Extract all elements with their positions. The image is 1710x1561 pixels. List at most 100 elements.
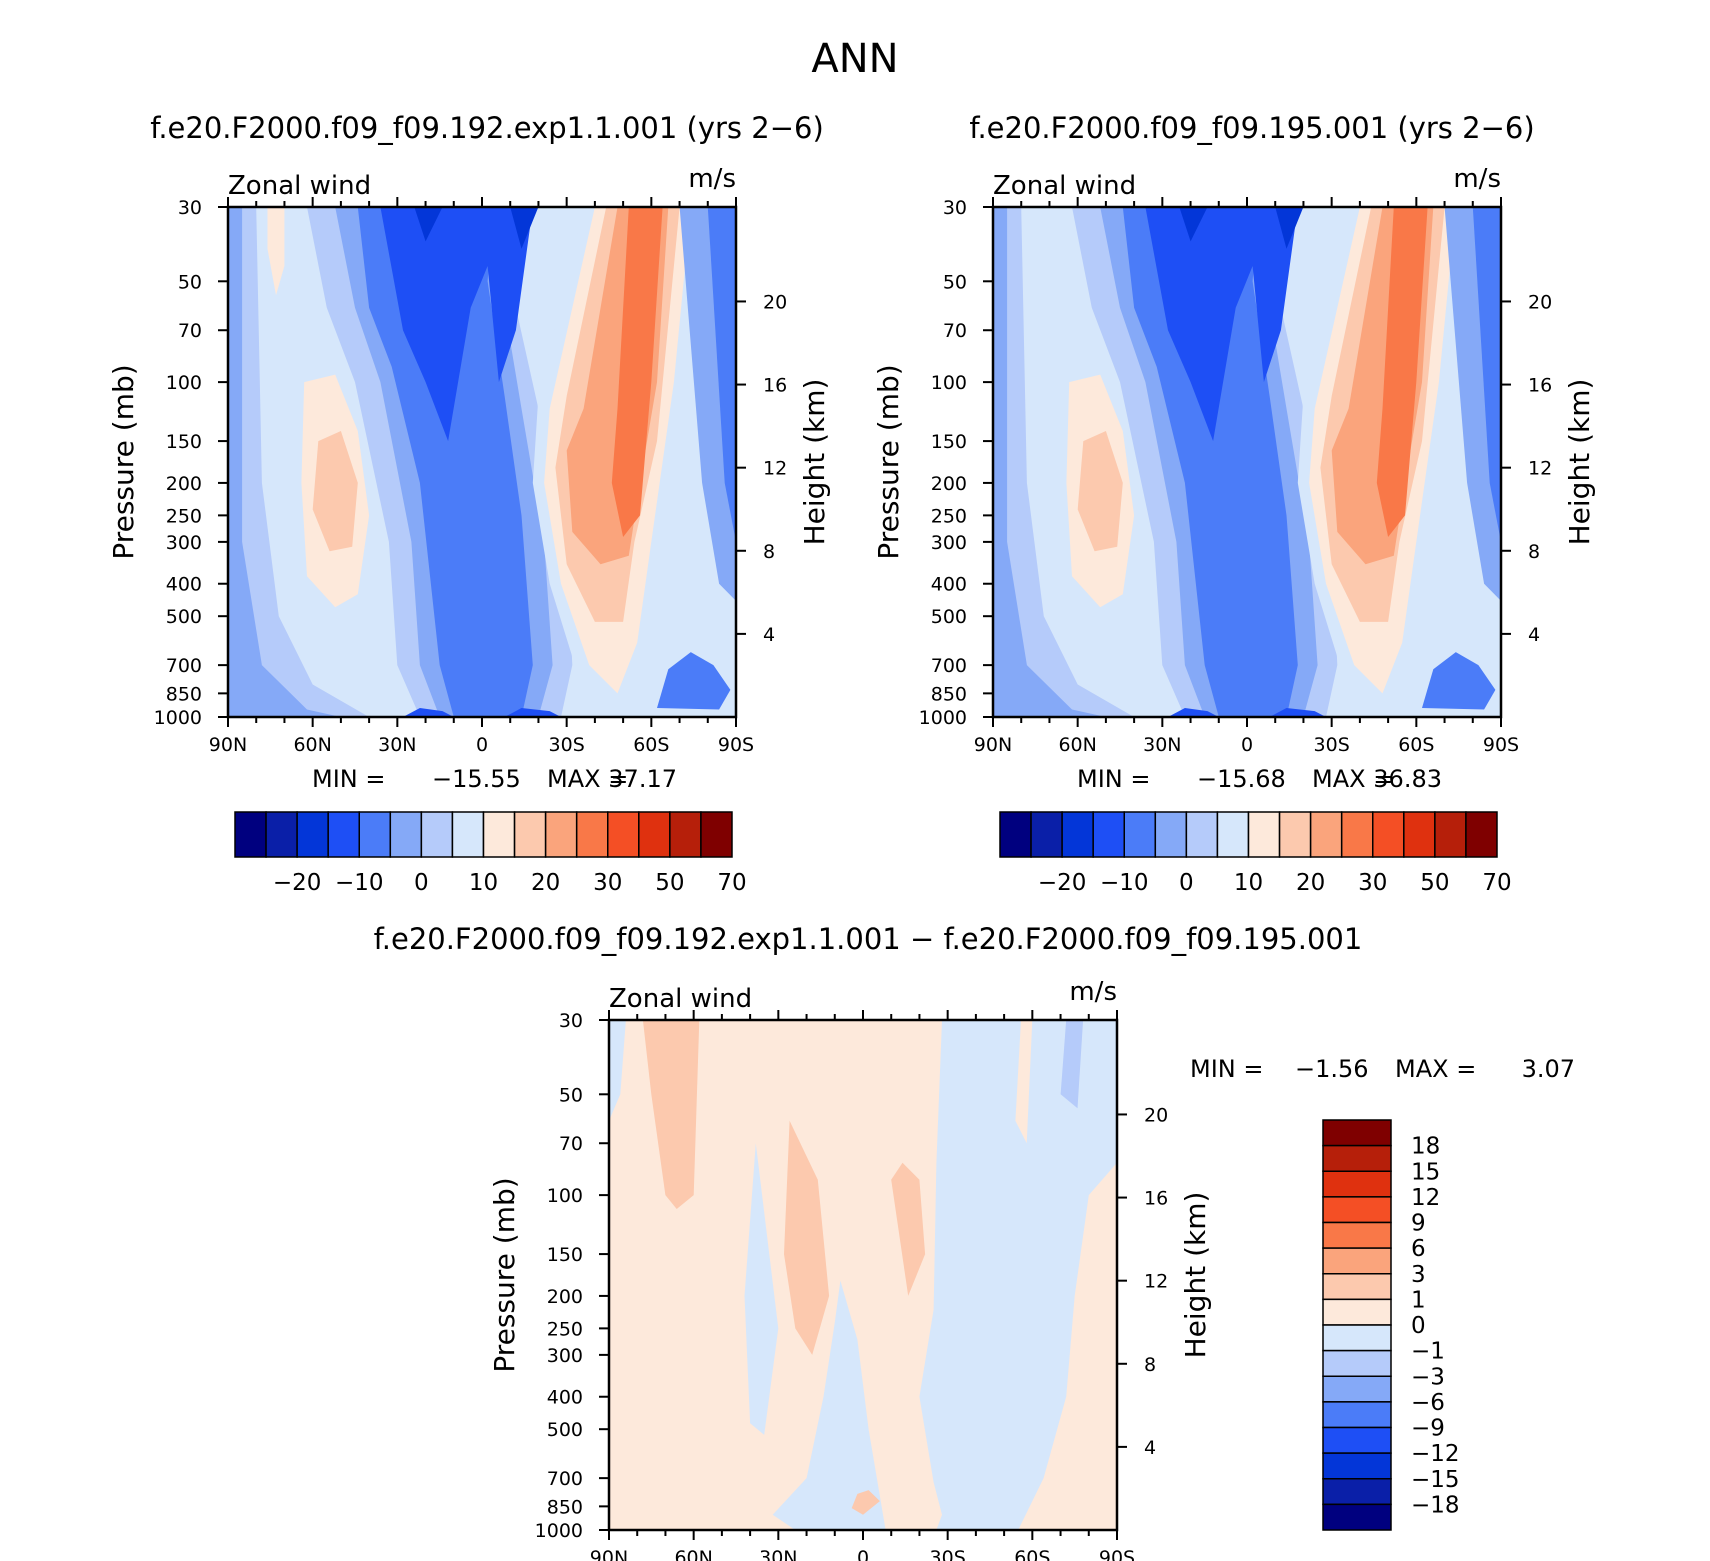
colorbar-cell [1030, 811, 1063, 858]
y2-tick-label: 12 [763, 458, 787, 480]
x-tick-label: 60S [633, 734, 669, 756]
x-tick-label: 0 [857, 1547, 869, 1561]
x-tick-label: 30S [930, 1547, 966, 1561]
colorbar-cell [638, 811, 671, 858]
colorbar-label: 30 [1358, 870, 1387, 896]
x-tick-label: 0 [1241, 734, 1253, 756]
min-value: −1.56 [1295, 1055, 1369, 1083]
colorbar-cell [1322, 1375, 1392, 1403]
colorbar-cell [296, 811, 329, 858]
colorbar-cell [1322, 1478, 1392, 1506]
colorbar-cell [1092, 811, 1125, 858]
units-label: m/s [1069, 977, 1117, 1007]
contour-band-1-3-sfc [851, 1490, 880, 1515]
max-value: 36.83 [1373, 765, 1442, 793]
y-tick-label: 500 [931, 606, 967, 628]
y-tick-label: 70 [178, 320, 202, 342]
colorbar-label: 50 [1420, 870, 1449, 896]
plot-frame [607, 1018, 1119, 1532]
colorbar-label: 30 [593, 870, 622, 896]
colorbar-cell [575, 811, 609, 858]
max-label: MAX = [1395, 1055, 1476, 1083]
y2-axis-label: Height (km) [1563, 379, 1596, 546]
contour-band-neg1-0-eq [772, 1280, 886, 1530]
y2-axis-label: Height (km) [798, 379, 831, 546]
colorbar-cell [1322, 1401, 1392, 1429]
x-tick-label: 30S [1314, 734, 1350, 756]
plot-frame [226, 205, 738, 719]
y2-tick-label: 20 [1144, 1104, 1168, 1126]
y-tick-label: 300 [547, 1345, 583, 1367]
units-label: m/s [1453, 164, 1501, 194]
colorbar-cell [1434, 811, 1467, 858]
colorbar-cell [234, 811, 267, 858]
contour-band-0-1-strat [1015, 1020, 1033, 1144]
colorbar-label: 12 [1411, 1185, 1440, 1211]
contour-band-easterly-core-1 [414, 207, 443, 242]
contour-fill [228, 207, 736, 717]
colorbar-label: 1 [1411, 1287, 1426, 1313]
colorbar-cell [700, 811, 733, 858]
colorbar-cell [1247, 811, 1281, 858]
y-tick-label: 300 [166, 532, 202, 554]
y2-tick-label: 12 [1144, 1271, 1168, 1293]
y-tick-label: 30 [178, 197, 202, 219]
colorbar: −20 −10 0 10 20 30 50 70 [999, 811, 1512, 896]
variable-label: Zonal wind [609, 984, 752, 1014]
contour-band-neg5-0 [228, 207, 370, 717]
colorbar-label: −1 [1411, 1339, 1445, 1365]
colorbar-cell [389, 811, 423, 858]
contour-band-polar-sfc [657, 652, 731, 710]
x-tick-label: 30N [1143, 734, 1181, 756]
contour-band-jet-sh-40 [611, 207, 663, 537]
colorbar-label: 70 [717, 870, 746, 896]
x-tick-label: 90N [590, 1547, 628, 1561]
colorbar-cell [1322, 1298, 1392, 1326]
colorbar-label: 70 [1482, 870, 1511, 896]
x-tick-label: 60N [1058, 734, 1096, 756]
colorbar-cell [1322, 1503, 1392, 1531]
variable-label: Zonal wind [228, 171, 371, 201]
contour-band-1-3-nh [642, 1020, 700, 1209]
contour-band-surface-core-2 [1269, 708, 1326, 717]
colorbar-cell [1278, 811, 1312, 858]
y2-axis-label: Height (km) [1179, 1192, 1212, 1359]
colorbar-cell [1403, 811, 1436, 858]
colorbar-label: −9 [1411, 1416, 1445, 1442]
max-label: MAX = [1312, 765, 1393, 793]
y-tick-label: 1000 [154, 707, 202, 729]
colorbar-label: 15 [1411, 1159, 1440, 1185]
x-tick-label: 30N [759, 1547, 797, 1561]
colorbar-cell [544, 811, 578, 858]
contour-band-surface-core-2 [504, 708, 561, 717]
colorbar-label: 10 [469, 870, 498, 896]
x-tick-label: 60N [293, 734, 331, 756]
y-tick-label: 200 [547, 1286, 583, 1308]
y2-tick-label: 16 [1528, 375, 1552, 397]
y-tick-label: 300 [931, 532, 967, 554]
colorbar-label: 50 [655, 870, 684, 896]
y-tick-label: 700 [166, 655, 202, 677]
y-tick-label: 250 [547, 1318, 583, 1340]
colorbar-label: 20 [1296, 870, 1325, 896]
y-tick-label: 850 [166, 683, 202, 705]
y-axis-label: Pressure (mb) [872, 364, 905, 559]
contour-band-easterly-core-2 [1275, 207, 1304, 249]
contour-band-neg10-neg5 [993, 207, 1106, 717]
y2-tick-label: 20 [1528, 291, 1552, 313]
contour-fill [993, 207, 1501, 717]
y-tick-label: 400 [931, 574, 967, 596]
panel-title: f.e20.F2000.f09_f09.195.001 (yrs 2−6) [969, 111, 1534, 145]
y2-tick-label: 8 [763, 541, 775, 563]
contour-band-neg1-0-pole [609, 1020, 626, 1121]
y-tick-label: 700 [547, 1468, 583, 1490]
colorbar-cell [1123, 811, 1157, 858]
y-tick-label: 150 [931, 431, 967, 453]
figure-title: ANN [811, 36, 898, 82]
y-tick-label: 30 [943, 197, 967, 219]
panel-1: f.e20.F2000.f09_f09.192.exp1.1.001 (yrs … [107, 111, 831, 896]
y-tick-label: 1000 [919, 707, 967, 729]
min-value: −15.55 [432, 765, 521, 793]
y-axis-label: Pressure (mb) [107, 364, 140, 559]
